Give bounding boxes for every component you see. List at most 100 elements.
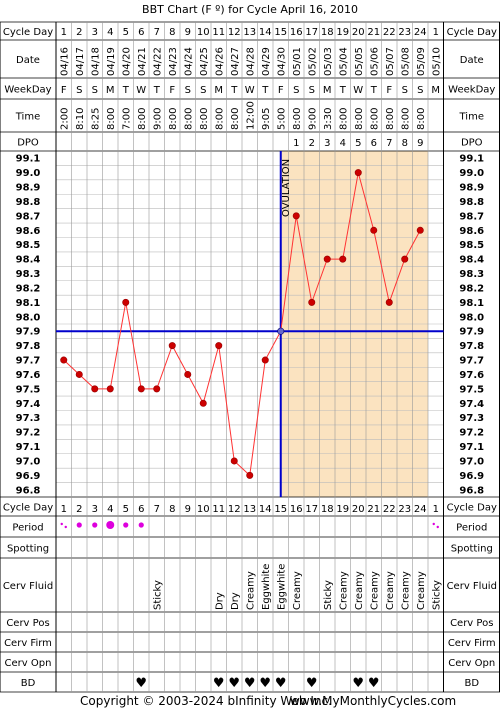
bd-heart-icon: ♥	[213, 676, 225, 691]
temperature-point	[168, 342, 176, 350]
time-cell: 8:00	[183, 108, 194, 130]
ovulation-label: OVULATION	[281, 159, 292, 217]
row-label-right: WeekDay	[448, 85, 495, 96]
cycle-day-cell: 7	[154, 27, 160, 38]
period-spot-mark	[432, 522, 435, 526]
cerv-fluid-cell: Dry	[214, 592, 225, 610]
y-tick-label-right: 98.8	[459, 197, 484, 208]
weekday-cell: W	[136, 85, 146, 96]
chart-title: BBT Chart (F º) for Cycle April 16, 2010	[142, 3, 358, 16]
dpo-cell: 2	[309, 138, 315, 149]
dpo-cell: 9	[417, 138, 423, 149]
date-cell: 04/24	[183, 47, 194, 76]
time-cell: 8:00	[168, 108, 179, 130]
bd-heart-icon: ♥	[306, 676, 318, 691]
date-cell: 04/21	[137, 47, 148, 76]
row-label-right: DPO	[461, 138, 483, 149]
date-cell: 04/29	[261, 47, 272, 76]
y-tick-label-right: 98.0	[459, 312, 484, 323]
weekday-cell: S	[309, 85, 315, 96]
y-tick-label-right: 98.5	[459, 240, 484, 251]
cycle-day-cell: 17	[305, 27, 318, 38]
cycle-day-cell: 11	[212, 504, 225, 515]
y-tick-label-left: 98.5	[16, 240, 41, 251]
y-tick-label-right: 97.7	[459, 356, 484, 367]
dpo-cell: 3	[324, 138, 330, 149]
temperature-point	[184, 370, 192, 378]
row-label-right: Cerv Fluid	[447, 581, 497, 592]
weekday-cell: F	[61, 85, 67, 96]
date-cell: 04/28	[245, 47, 256, 76]
cerv-fluid-cell: Eggwhite	[261, 564, 272, 610]
temperature-point	[137, 385, 145, 393]
y-tick-label-right: 97.0	[459, 456, 484, 467]
cerv-fluid-cell: Creamy	[292, 571, 303, 610]
time-cell: 9:05	[261, 108, 272, 130]
dpo-cell: 8	[402, 138, 408, 149]
cycle-day-cell: 6	[138, 27, 144, 38]
time-cell: 9:00	[152, 108, 163, 130]
cycle-day-cell: 18	[321, 504, 334, 515]
row-label-left: Spotting	[7, 544, 49, 555]
row-label-right: Date	[460, 55, 484, 66]
cycle-day-cell: 19	[336, 504, 349, 515]
time-cell: 8:00	[385, 108, 396, 130]
cerv-fluid-cell: Eggwhite	[276, 564, 287, 610]
time-cell: 8:00	[354, 108, 365, 130]
temperature-point	[153, 385, 161, 393]
weekday-cell: M	[106, 85, 115, 96]
weekday-cell: T	[153, 85, 161, 96]
cycle-day-cell: 4	[107, 504, 113, 515]
cycle-day-cell: 10	[197, 504, 210, 515]
period-mark	[138, 522, 144, 528]
row-label-right: Cycle Day	[447, 503, 497, 514]
cycle-day-cell: 9	[185, 504, 191, 515]
temperature-point	[308, 298, 316, 306]
date-cell: 04/23	[168, 47, 179, 76]
weekday-cell: M	[323, 85, 332, 96]
weekday-cell: S	[76, 85, 82, 96]
cerv-fluid-cell: Creamy	[354, 571, 365, 610]
y-tick-label-left: 97.0	[16, 456, 41, 467]
y-tick-label-left: 98.7	[16, 211, 41, 222]
y-tick-label-left: 97.2	[16, 428, 41, 439]
period-mark	[123, 522, 129, 528]
temperature-point	[122, 298, 130, 306]
temperature-point	[416, 226, 424, 234]
y-tick-label-right: 97.2	[459, 428, 484, 439]
y-tick-label-right: 97.6	[459, 370, 484, 381]
y-tick-label-left: 97.1	[16, 442, 41, 453]
cycle-day-cell: 24	[414, 504, 427, 515]
cycle-day-cell: 8	[169, 27, 175, 38]
y-tick-label-right: 97.9	[459, 327, 484, 338]
row-label-left: Time	[15, 112, 40, 123]
grid-lines	[0, 21, 500, 693]
bd-heart-icon: ♥	[228, 676, 240, 691]
bd-heart-icon: ♥	[352, 676, 364, 691]
temperature-point	[323, 255, 331, 263]
temperature-point	[215, 342, 223, 350]
weekday-cell: T	[370, 85, 378, 96]
weekday-cell: S	[402, 85, 408, 96]
y-tick-label-right: 97.5	[459, 384, 484, 395]
y-tick-label-left: 98.9	[16, 183, 41, 194]
cycle-day-cell: 17	[305, 504, 318, 515]
row-label-right: Spotting	[451, 544, 493, 555]
time-cell: 2:00	[59, 108, 70, 130]
cycle-day-cell: 1	[433, 504, 439, 515]
weekday-cell: M	[214, 85, 223, 96]
site-link[interactable]: www.MyMonthlyCycles.com	[290, 694, 456, 708]
date-cell: 04/25	[199, 47, 210, 76]
time-cell: 8:00	[369, 108, 380, 130]
temperature-point	[60, 356, 68, 364]
table-cells: ♥ ♥ ♥ ♥ ♥ ♥ ♥ ♥ ♥	[60, 521, 439, 691]
y-tick-label-right: 97.4	[459, 399, 484, 410]
bd-heart-icon: ♥	[135, 676, 147, 691]
y-tick-label-left: 98.0	[16, 312, 41, 323]
y-tick-label-left: 97.6	[16, 370, 41, 381]
ovulation-line: OVULATION	[279, 151, 292, 497]
date-cell: 04/20	[121, 47, 132, 76]
time-cell: 8:00	[400, 108, 411, 130]
y-tick-label-right: 97.8	[459, 341, 484, 352]
bd-heart-icon: ♥	[275, 676, 287, 691]
